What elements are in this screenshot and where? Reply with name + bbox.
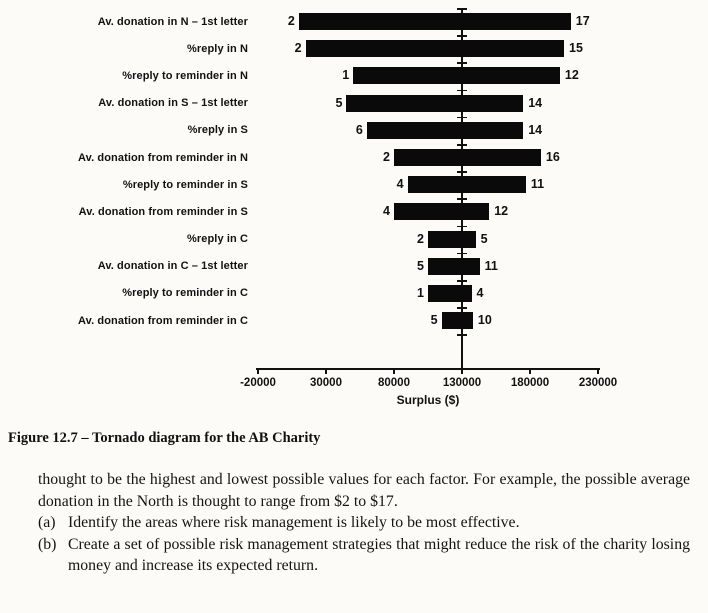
category-label: Av. donation in S – 1st letter [98, 97, 248, 110]
base-line-tick [457, 116, 467, 119]
bar-high-value: 16 [545, 149, 560, 164]
tornado-chart: Av. donation in N – 1st letter 2 17 %reply … [0, 8, 708, 416]
x-axis-title: Surplus ($) [396, 393, 460, 407]
list-item-b: (b) Create a set of possible risk manage… [38, 534, 690, 577]
category-label: Av. donation from reminder in C [78, 314, 248, 327]
category-label: %reply to reminder in C [122, 287, 248, 300]
bar-high-value: 12 [494, 204, 509, 219]
x-axis-line [256, 368, 600, 370]
base-line-tick [457, 62, 467, 64]
tornado-bar [428, 230, 476, 248]
base-line-tick [457, 252, 467, 255]
tornado-bar [394, 203, 490, 221]
tornado-bar [366, 121, 524, 139]
tornado-bar [394, 148, 541, 166]
bar-low-value: 4 [396, 177, 404, 192]
tornado-row: %reply to reminder in S 4 11 [0, 171, 708, 198]
tornado-bar [298, 13, 571, 30]
bar-high-value: 14 [528, 95, 543, 110]
x-axis-tick [393, 368, 395, 374]
x-axis-tick-label: 230000 [578, 377, 618, 389]
list-item-b-label: (b) [38, 535, 57, 553]
bar-low-value: 5 [417, 258, 424, 273]
tornado-bar [353, 67, 560, 85]
tornado-row: Av. donation in N – 1st letter 2 17 [0, 8, 708, 35]
tornado-bar [346, 94, 524, 112]
category-label: %reply to reminder in S [122, 178, 248, 191]
category-label: Av. donation in C – 1st letter [97, 260, 248, 273]
category-label: %reply in N [186, 42, 248, 55]
x-axis-tick-label: 30000 [310, 377, 342, 389]
tornado-bar [305, 40, 564, 58]
tornado-bar [428, 257, 480, 275]
tornado-row: %reply to reminder in N 1 12 [0, 62, 708, 89]
bar-low-value: 2 [417, 231, 424, 246]
x-axis-tick [257, 368, 259, 374]
tornado-bar [407, 176, 526, 194]
tornado-row: Av. donation in S – 1st letter 5 14 [0, 90, 708, 117]
bar-high-value: 5 [480, 231, 488, 246]
bar-low-value: 5 [430, 313, 438, 328]
bar-low-value: 2 [287, 14, 295, 28]
tornado-row: %reply in N 2 15 [0, 35, 708, 62]
body-text: thought to be the highest and lowest pos… [38, 469, 690, 577]
base-line-tick [457, 171, 467, 173]
bar-high-value: 10 [477, 313, 492, 328]
base-line-tick [457, 8, 467, 10]
tornado-row: %reply in C 2 5 [0, 226, 708, 253]
x-axis-tick-label: 130000 [442, 377, 482, 389]
category-label: Av. donation in N – 1st letter [97, 15, 248, 28]
tornado-rows: Av. donation in N – 1st letter 2 17 %reply … [0, 8, 708, 334]
tornado-row: %reply in S 6 14 [0, 117, 708, 144]
list-item-b-text: Create a set of possible risk management… [68, 535, 690, 575]
category-label: %reply in C [186, 233, 248, 246]
category-label: Av. donation from reminder in N [78, 151, 248, 164]
figure-caption: Figure 12.7 – Tornado diagram for the AB… [8, 430, 321, 446]
tornado-bar [441, 312, 473, 330]
bar-low-value: 2 [383, 149, 390, 164]
base-line-tick [457, 307, 467, 309]
tornado-bar [428, 284, 472, 302]
category-label: %reply to reminder in N [122, 69, 248, 82]
bar-low-value: 1 [417, 285, 424, 300]
base-line-tick [457, 89, 467, 92]
x-axis-tick-label: -20000 [240, 377, 276, 389]
list-item-a: (a) Identify the areas where risk manage… [38, 512, 690, 534]
tornado-row: Av. donation from reminder in N 2 16 [0, 144, 708, 171]
paragraph: thought to be the highest and lowest pos… [38, 471, 690, 510]
base-line-tick [457, 334, 467, 336]
tornado-row: Av. donation from reminder in S 4 12 [0, 198, 708, 225]
bar-high-value: 12 [564, 68, 579, 83]
base-line-tick [457, 198, 467, 200]
x-axis-tick [325, 368, 327, 374]
tornado-row: Av. donation in C – 1st letter 5 11 [0, 253, 708, 280]
base-line-tick [457, 225, 467, 228]
bar-low-value: 1 [342, 68, 350, 83]
list-item-a-label: (a) [38, 514, 56, 531]
tornado-row: %reply to reminder in C 1 4 [0, 280, 708, 307]
x-axis-tick-label: 80000 [378, 377, 410, 389]
base-line-tick [457, 35, 467, 37]
tornado-row: Av. donation from reminder in C 5 10 [0, 307, 708, 334]
category-label: Av. donation from reminder in S [78, 205, 248, 218]
x-axis-tick-label: 180000 [510, 377, 550, 389]
bar-low-value: 4 [383, 204, 390, 219]
list-item-a-text: Identify the areas where risk management… [68, 514, 520, 531]
x-axis-tick [461, 368, 463, 374]
bar-low-value: 5 [335, 95, 343, 110]
base-line-tick [457, 280, 467, 282]
category-label: %reply in S [187, 124, 248, 137]
bar-high-value: 14 [528, 122, 543, 137]
base-line-tick [457, 144, 467, 146]
bar-high-value: 17 [575, 14, 590, 28]
bar-high-value: 15 [569, 41, 583, 56]
bar-high-value: 11 [484, 258, 498, 273]
x-axis-tick [597, 368, 599, 374]
bar-low-value: 6 [355, 122, 363, 137]
bar-high-value: 4 [476, 285, 484, 300]
x-axis-tick [529, 368, 531, 374]
bar-high-value: 11 [530, 177, 545, 192]
bar-low-value: 2 [294, 41, 302, 56]
